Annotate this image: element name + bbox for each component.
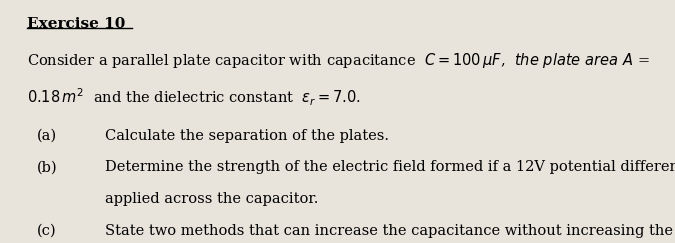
- Text: (a): (a): [37, 129, 57, 143]
- Text: Determine the strength of the electric field formed if a 12V potential differenc: Determine the strength of the electric f…: [105, 160, 675, 174]
- Text: applied across the capacitor.: applied across the capacitor.: [105, 192, 318, 206]
- Text: (b): (b): [37, 160, 58, 174]
- Text: (c): (c): [37, 224, 57, 238]
- Text: Consider a parallel plate capacitor with capacitance  $C = 100\,\mu F$,  $\mathi: Consider a parallel plate capacitor with…: [27, 51, 649, 70]
- Text: $0.18\,m^2$  and the dielectric constant  $\varepsilon_r = 7.0$.: $0.18\,m^2$ and the dielectric constant …: [27, 86, 360, 108]
- Text: Exercise 10: Exercise 10: [27, 17, 126, 31]
- Text: State two methods that can increase the capacitance without increasing the area : State two methods that can increase the …: [105, 224, 675, 238]
- Text: Calculate the separation of the plates.: Calculate the separation of the plates.: [105, 129, 389, 143]
